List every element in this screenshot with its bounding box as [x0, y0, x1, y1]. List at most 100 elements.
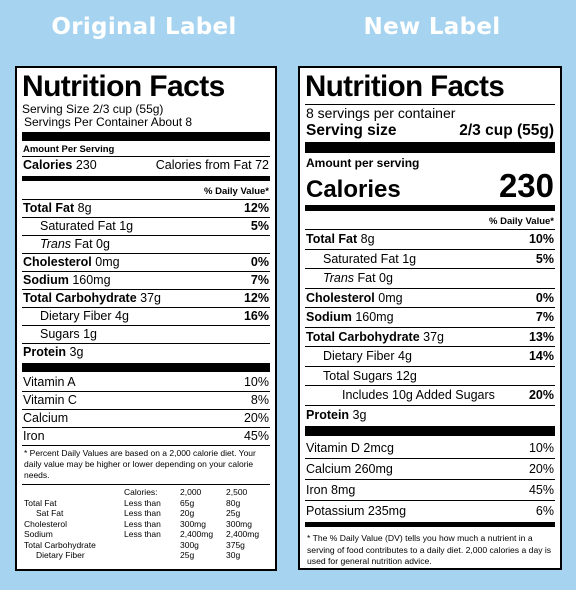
- new-nutrient-name: Trans: [323, 271, 355, 285]
- new-nutrient-amount: 37g: [419, 329, 445, 344]
- original-servings-per-container: Servings Per Container About 8: [24, 115, 193, 129]
- original-nutrient-row: Total Fat 8g 12%: [22, 199, 270, 217]
- new-nutrition-label: Nutrition Facts 8 servings per container…: [298, 66, 562, 570]
- new-nutrient-name: Total Fat: [306, 232, 358, 246]
- new-vitamin-dv: 10%: [528, 441, 554, 455]
- footer-table-cell: Less than: [124, 508, 161, 518]
- new-nutrient-row: Dietary Fiber 4g 14%: [305, 346, 555, 366]
- original-nutrient-name: Sodium: [23, 273, 69, 287]
- new-calories-label: Calories: [306, 176, 401, 203]
- original-thick-divider-2: [22, 363, 270, 372]
- new-nutrient-row: Total Sugars 12g: [305, 365, 555, 386]
- original-vitamin-dv: 8%: [250, 393, 269, 407]
- new-calories-row: Calories 230: [305, 169, 555, 203]
- original-dv-header: % Daily Value*: [204, 186, 269, 197]
- original-nutrient-amount: 37g: [136, 291, 162, 305]
- original-nutrient-name: Saturated Fat: [40, 219, 116, 233]
- new-nutrient-list: Total Fat 8g 10% Saturated Fat 1g 5% Trans F…: [305, 229, 555, 424]
- new-nutrient-name: Protein: [306, 407, 350, 422]
- new-nutrient-name: Total Carbohydrate: [306, 329, 420, 344]
- original-calories-from-fat: Calories from Fat 72: [155, 158, 269, 172]
- original-nutrient-row: Cholesterol 0mg 0%: [22, 253, 270, 271]
- footer-table-cell: 300g: [180, 539, 199, 550]
- original-nutrient-amount: 1g: [79, 327, 97, 341]
- original-nutrient-amount: 1g: [115, 219, 134, 233]
- new-title: Nutrition Facts: [305, 70, 505, 103]
- new-vitamin-dv: 45%: [528, 483, 554, 497]
- footer-table-cell: 25g: [180, 550, 195, 560]
- footer-table-cell: [124, 540, 180, 551]
- original-nutrient-row: Saturated Fat 1g 5%: [22, 217, 270, 235]
- footer-table-header-cell: Calories:: [124, 487, 158, 497]
- original-nutrient-row: Trans Fat 0g: [22, 235, 270, 253]
- original-nutrient-dv: 0%: [250, 255, 269, 269]
- new-vitamin-name: Potassium 235mg: [306, 504, 407, 518]
- footer-table-header-cell: 2,500: [226, 487, 248, 497]
- original-footer-table: Calories: 2,000 2,500 Total Fat Less than 65g…: [22, 484, 270, 561]
- original-vitamin-row: Vitamin C 8%: [22, 391, 270, 409]
- original-nutrient-amount: Fat 0g: [71, 237, 110, 251]
- new-nutrient-dv: 14%: [528, 349, 554, 363]
- original-nutrient-name: Total Fat: [23, 201, 75, 215]
- original-nutrient-name: Trans: [40, 237, 72, 251]
- new-nutrient-name: Sodium: [306, 310, 352, 324]
- new-nutrient-dv: 7%: [535, 310, 554, 324]
- new-nutrient-amount: 160mg: [351, 310, 394, 324]
- footer-table-header-cell: [24, 487, 124, 498]
- new-nutrient-row: Cholesterol 0mg 0%: [305, 287, 555, 308]
- original-nutrient-dv: 7%: [250, 273, 269, 287]
- original-nutrient-row: Total Carbohydrate 37g 12%: [22, 289, 270, 307]
- original-vitamin-row: Vitamin A 10%: [22, 374, 270, 391]
- original-vitamin-list: Vitamin A 10% Vitamin C 8% Calcium 20% Iron 45%: [22, 374, 270, 445]
- footer-table-cell: 300mg: [180, 518, 206, 529]
- original-vitamin-name: Vitamin A: [23, 375, 76, 389]
- new-nutrient-amount: 4g: [394, 349, 412, 363]
- footer-table-cell: 20g: [180, 508, 195, 518]
- new-label-heading: New Label: [363, 14, 501, 40]
- new-nutrient-row: Includes 10g Added Sugars 20%: [305, 385, 555, 405]
- new-nutrient-row: Saturated Fat 1g 5%: [305, 248, 555, 269]
- original-vitamin-row: Iron 45%: [22, 427, 270, 445]
- new-nutrient-row: Total Fat 8g 10%: [305, 229, 555, 249]
- new-medium-divider-2: [305, 522, 555, 527]
- new-serving-size-value: 2/3 cup (55g): [459, 122, 554, 139]
- new-thick-divider-2: [305, 426, 555, 436]
- footer-table-cell: Sat Fat: [36, 508, 64, 518]
- original-thick-divider: [22, 132, 270, 141]
- original-nutrient-amount: 160mg: [68, 273, 111, 287]
- original-nutrient-list: Total Fat 8g 12% Saturated Fat 1g 5% Trans F…: [22, 199, 270, 361]
- footer-table-cell: Sodium: [24, 529, 53, 539]
- new-nutrient-amount: Fat 0g: [354, 271, 393, 285]
- new-nutrient-name: Total Sugars: [323, 368, 393, 383]
- footer-table-cell: 25g: [226, 508, 241, 518]
- footer-table-cell: Total Carbohydrate: [24, 539, 96, 550]
- new-servings-per-container: 8 servings per container: [306, 105, 456, 121]
- footer-table-cell: 375g: [226, 539, 245, 550]
- original-nutrient-amount: 8g: [74, 201, 92, 215]
- new-nutrient-dv: 5%: [535, 251, 554, 266]
- new-nutrient-row: Total Carbohydrate 37g 13%: [305, 326, 555, 347]
- footer-table-cell: Less than: [124, 497, 161, 508]
- new-serving-size-label: Serving size: [306, 122, 397, 139]
- new-vitamin-row: Potassium 235mg 6%: [305, 500, 555, 521]
- new-nutrient-amount: 0mg: [374, 290, 403, 305]
- original-vitamin-dv: 10%: [243, 375, 269, 389]
- original-vitamin-name: Iron: [23, 429, 45, 443]
- original-nutrient-row: Sodium 160mg 7%: [22, 271, 270, 289]
- footer-table-cell: 2,400mg: [180, 529, 214, 539]
- original-nutrient-dv: 5%: [250, 219, 269, 233]
- footer-table-cell: Total Fat: [24, 497, 57, 508]
- new-vitamin-dv: 20%: [528, 462, 554, 476]
- new-nutrient-row: Protein 3g: [305, 404, 555, 425]
- new-nutrient-amount: 12g: [392, 368, 417, 383]
- footer-table-cell: Dietary Fiber: [36, 550, 85, 560]
- original-nutrient-name: Total Carbohydrate: [23, 291, 137, 305]
- original-vitamin-name: Vitamin C: [23, 393, 77, 407]
- footer-table-header-cell: 2,000: [180, 487, 202, 497]
- new-vitamin-row: Iron 8mg 45%: [305, 479, 555, 500]
- original-nutrient-row: Dietary Fiber 4g 16%: [22, 307, 270, 325]
- original-nutrient-dv: 12%: [243, 291, 269, 305]
- original-vitamin-dv: 20%: [243, 411, 269, 425]
- original-calories-row: Calories 230 Calories from Fat 72: [22, 156, 270, 174]
- new-serving-size-row: Serving size 2/3 cup (55g): [305, 121, 555, 140]
